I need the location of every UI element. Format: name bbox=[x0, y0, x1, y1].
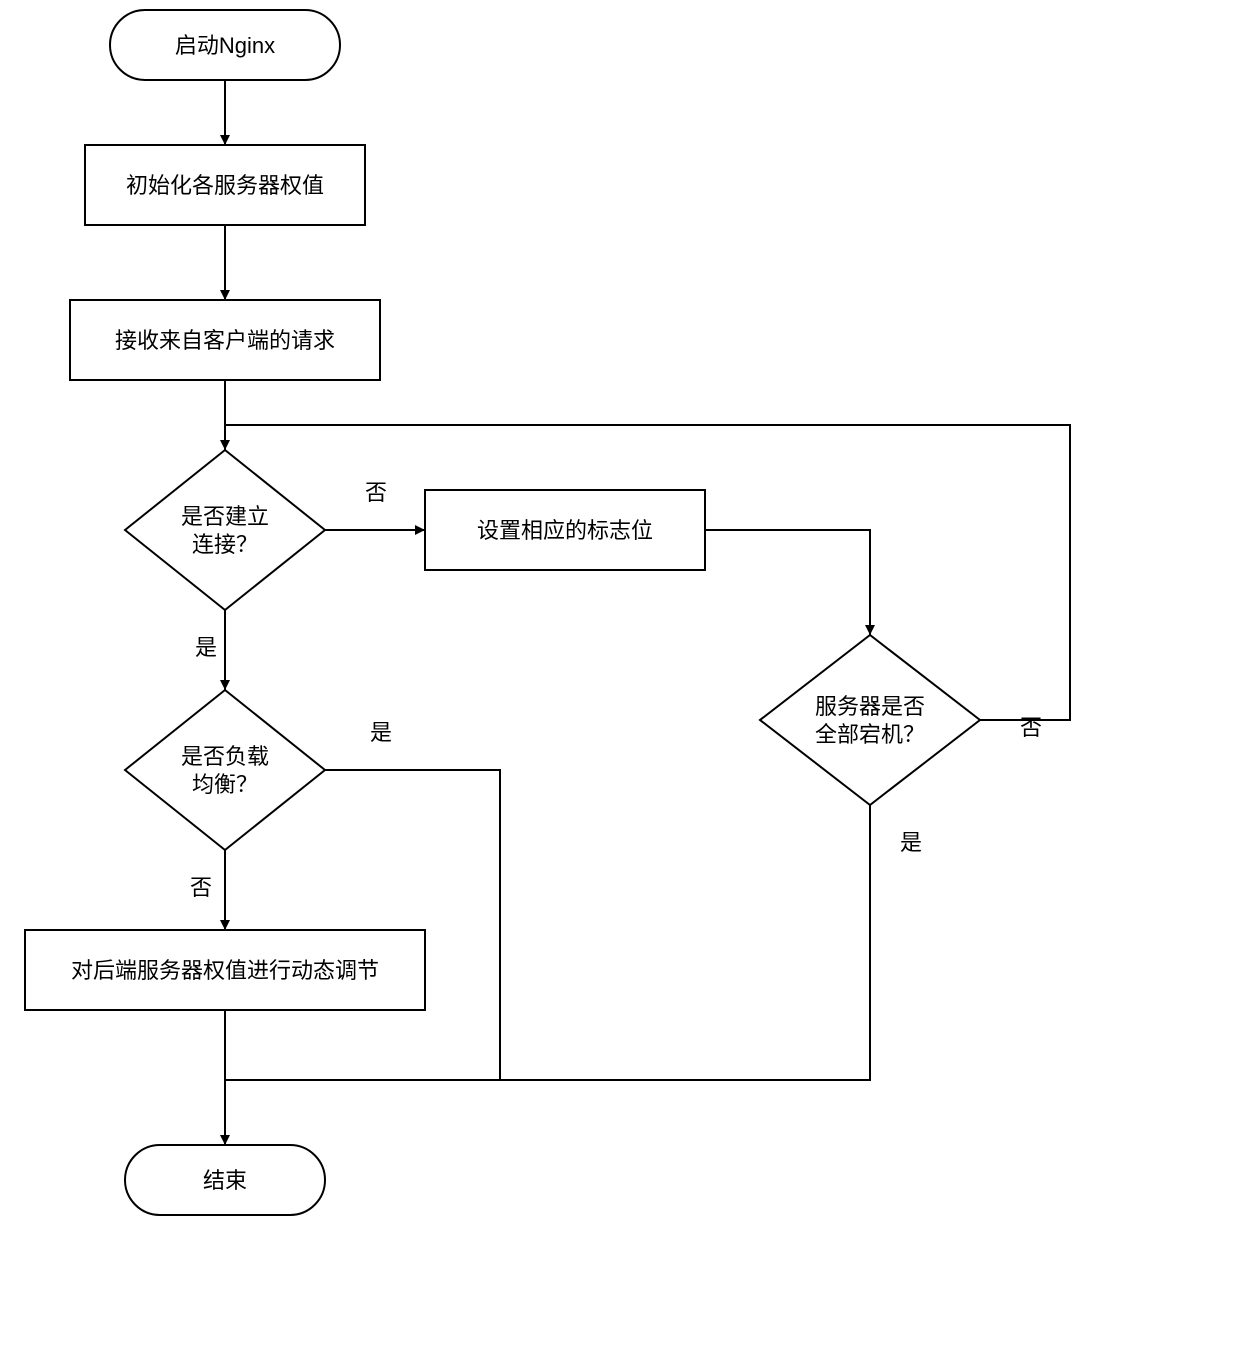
node-adjust: 对后端服务器权值进行动态调节 bbox=[25, 930, 425, 1010]
edge-alldown-end bbox=[500, 805, 870, 1080]
node-alldown-label2: 全部宕机？ bbox=[815, 722, 925, 747]
node-start: 启动Nginx bbox=[110, 10, 340, 80]
label-balance-yes: 是 bbox=[370, 720, 392, 745]
edge-setflag-alldown bbox=[705, 530, 870, 635]
node-recv: 接收来自客户端的请求 bbox=[70, 300, 380, 380]
node-init: 初始化各服务器权值 bbox=[85, 145, 365, 225]
node-alldown: 服务器是否 全部宕机？ bbox=[760, 635, 980, 805]
node-alldown-label1: 服务器是否 bbox=[815, 694, 925, 719]
node-setflag: 设置相应的标志位 bbox=[425, 490, 705, 570]
node-end: 结束 bbox=[125, 1145, 325, 1215]
node-end-label: 结束 bbox=[203, 1168, 247, 1193]
node-conn-label1: 是否建立 bbox=[181, 504, 269, 529]
label-balance-no: 否 bbox=[190, 875, 212, 900]
node-balance: 是否负载 均衡？ bbox=[125, 690, 325, 850]
node-recv-label: 接收来自客户端的请求 bbox=[115, 328, 335, 353]
label-alldown-yes: 是 bbox=[900, 830, 922, 855]
node-setflag-label: 设置相应的标志位 bbox=[477, 518, 653, 543]
node-adjust-label: 对后端服务器权值进行动态调节 bbox=[71, 958, 379, 983]
node-start-label: 启动Nginx bbox=[175, 33, 275, 58]
node-init-label: 初始化各服务器权值 bbox=[126, 173, 324, 198]
node-balance-label2: 均衡？ bbox=[192, 772, 258, 797]
node-conn: 是否建立 连接？ bbox=[125, 450, 325, 610]
label-alldown-no: 否 bbox=[1020, 715, 1042, 740]
edge-alldown-loop bbox=[225, 425, 1070, 720]
node-balance-label1: 是否负载 bbox=[181, 744, 269, 769]
node-conn-label2: 连接？ bbox=[192, 532, 258, 557]
flowchart-canvas: 启动Nginx 初始化各服务器权值 接收来自客户端的请求 是否建立 连接？ 设置… bbox=[0, 0, 1240, 1360]
label-conn-yes: 是 bbox=[195, 635, 217, 660]
label-conn-no: 否 bbox=[365, 480, 387, 505]
